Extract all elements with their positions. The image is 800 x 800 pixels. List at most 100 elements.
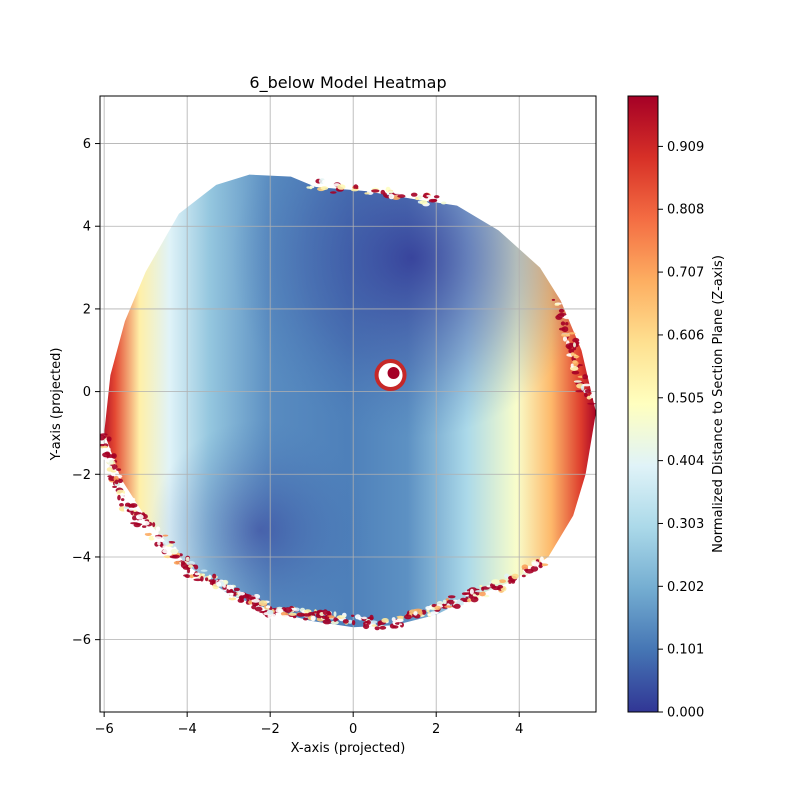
edge-noise-dot [498, 579, 506, 583]
x-tick-label: −2 [261, 722, 280, 737]
edge-noise-dot [208, 579, 215, 583]
edge-noise-dot [561, 333, 571, 337]
colorbar-gradient [627, 95, 659, 713]
edge-noise-dot [573, 342, 576, 348]
edge-noise-dot [366, 620, 371, 625]
edge-noise-dot [442, 599, 447, 605]
edge-noise-dot [101, 457, 108, 460]
edge-noise-dot [200, 576, 204, 582]
edge-noise-dot [573, 355, 580, 358]
colorbar-tick-label: 0.707 [667, 266, 704, 281]
edge-noise-dot [554, 303, 560, 306]
edge-noise-dot [427, 613, 436, 617]
edge-noise-dot [111, 453, 117, 459]
edge-noise-dot [248, 596, 256, 600]
edge-noise-dot [371, 624, 378, 627]
colorbar-tick-label: 0.505 [667, 391, 704, 406]
edge-noise-dot [572, 346, 577, 351]
edge-noise-dot [388, 193, 395, 200]
edge-noise-dot [584, 392, 588, 398]
edge-noise-dot [358, 185, 363, 189]
center-hole-core [387, 367, 400, 380]
edge-noise-dot [194, 564, 199, 570]
edge-noise-dot [524, 568, 529, 572]
edge-noise-dot [185, 556, 190, 562]
edge-noise-dot [229, 592, 234, 599]
edge-noise-dot [188, 564, 194, 568]
colorbar-tick-label: 0.606 [667, 328, 704, 343]
edge-noise-dot [259, 610, 266, 614]
colorbar-tick-label: 0.404 [667, 454, 704, 469]
edge-noise-dot [364, 192, 370, 195]
edge-noise-dot [337, 184, 346, 190]
edge-noise-dot [572, 360, 577, 364]
edge-noise-dot [128, 507, 135, 511]
edge-noise-dot [565, 322, 569, 326]
edge-noise-dot [431, 603, 437, 608]
edge-noise-dot [497, 584, 504, 589]
edge-noise-dot [354, 614, 361, 620]
x-tick-label: 2 [432, 722, 440, 737]
edge-noise-dot [177, 564, 182, 569]
y-tick-label: 0 [83, 385, 91, 400]
edge-noise-dot [152, 522, 156, 528]
edge-noise-dot [573, 380, 582, 383]
edge-noise-dot [351, 614, 355, 617]
edge-noise-dot [189, 574, 194, 579]
edge-noise-dot [447, 595, 456, 599]
edge-noise-dot [123, 506, 130, 510]
edge-noise-dot [133, 509, 137, 512]
edge-noise-dot [258, 600, 268, 607]
edge-noise-dot [200, 569, 208, 572]
edge-noise-dot [303, 617, 308, 621]
edge-noise-dot [106, 458, 110, 463]
edge-noise-dot [184, 574, 191, 579]
edge-noise-dot [228, 597, 237, 601]
edge-noise-dot [142, 520, 150, 526]
colorbar-tick-label: 0.202 [667, 580, 704, 595]
edge-noise-dot [116, 468, 122, 471]
edge-noise-dot [589, 393, 596, 399]
edge-noise-dot [117, 474, 123, 478]
edge-noise-dot [538, 562, 543, 567]
edge-noise-dot [442, 603, 447, 606]
edge-noise-dot [433, 195, 440, 199]
edge-noise-dot [380, 189, 386, 195]
edge-noise-dot [479, 585, 483, 587]
edge-noise-dot [266, 605, 271, 609]
edge-noise-dot [310, 615, 316, 622]
edge-noise-dot [130, 522, 139, 525]
edge-noise-dot [353, 184, 359, 190]
edge-noise-dot [369, 614, 374, 621]
edge-noise-dot [162, 549, 171, 554]
x-axis-ticks: −6 −4 −2 0 2 4 [95, 712, 523, 737]
edge-noise-dot [342, 619, 349, 624]
edge-noise-dot [419, 200, 428, 205]
x-axis-label: X-axis (projected) [291, 741, 406, 756]
edge-noise-dot [396, 615, 405, 619]
edge-noise-dot [570, 352, 575, 356]
edge-noise-dot [479, 591, 486, 597]
edge-noise-dot [379, 625, 387, 630]
edge-noise-dot [388, 190, 394, 194]
edge-noise-dot [280, 611, 287, 616]
edge-noise-dot [567, 345, 571, 350]
edge-noise-dot [351, 188, 359, 192]
edge-noise-dot [434, 605, 441, 611]
edge-noise-dot [201, 581, 209, 586]
edge-noise-dot [126, 497, 136, 501]
edge-noise-dot [571, 370, 580, 375]
edge-noise-dot [117, 494, 121, 501]
colorbar-tick-label: 0.000 [667, 706, 704, 721]
edge-noise-dot [205, 577, 209, 582]
edge-noise-dot [347, 619, 353, 624]
edge-noise-dot [504, 573, 510, 579]
colorbar-tick-label: 0.808 [667, 203, 704, 218]
edge-noise-dot [288, 612, 297, 616]
edge-noise-dot [469, 588, 474, 595]
edge-noise-dot [144, 532, 152, 536]
edge-noise-dot [410, 192, 418, 197]
edge-noise-dot [351, 620, 356, 626]
plot-frame [99, 95, 597, 713]
edge-noise-dot [381, 618, 389, 623]
